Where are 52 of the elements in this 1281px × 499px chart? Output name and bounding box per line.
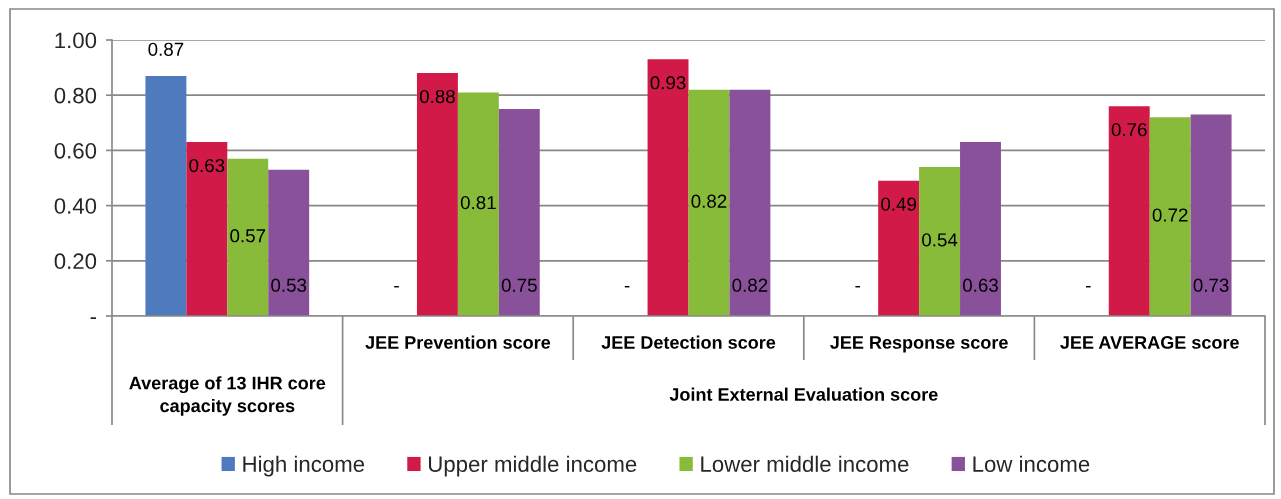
bar: [729, 89, 771, 316]
y-tick-label: 1.00: [55, 32, 97, 49]
text: -: [855, 285, 860, 288]
legend-label: Lower middle income: [701, 455, 909, 473]
data-label: 0.49: [881, 197, 916, 211]
data-label: 0.57: [230, 229, 266, 243]
bar: [145, 75, 187, 316]
bar: [647, 59, 689, 316]
data-label: 0.63: [962, 278, 998, 292]
text: -: [1086, 285, 1091, 288]
bar: [1108, 106, 1150, 316]
y-tick-label: 0.60: [54, 142, 97, 159]
x-tick-label: JEE AVERAGE score: [1060, 336, 1239, 349]
data-label: 0.93: [650, 76, 686, 90]
x-tick-label: JEE Response score: [830, 336, 1008, 353]
data-label: 0.72: [1152, 208, 1188, 222]
bar: [268, 169, 310, 316]
bar: [919, 166, 961, 316]
text: -: [394, 285, 399, 288]
data-label: 0.82: [691, 194, 727, 208]
bar: [186, 142, 228, 316]
bar: [1190, 114, 1232, 316]
data-label: 0.87: [148, 42, 184, 56]
x-tick-label: JEE Detection score: [601, 335, 776, 349]
y-tick-label: 0.20: [54, 253, 97, 270]
data-label: 0.63: [189, 158, 225, 173]
bar: [878, 180, 920, 316]
y-tick-label: -: [90, 317, 97, 320]
bar: [960, 142, 1001, 316]
data-label: 0.53: [271, 278, 307, 292]
text: Joint External Evaluation score: [669, 387, 938, 401]
y-tick-label: 0.80: [54, 87, 97, 104]
bar: [688, 89, 730, 316]
bar: [227, 158, 269, 316]
text: -: [624, 285, 630, 288]
data-label: 0.88: [419, 89, 455, 104]
data-label: 0.81: [460, 195, 496, 210]
text: Average of 13 IHR core capacity scores: [129, 376, 326, 416]
bar: [416, 73, 458, 316]
data-label: 0.73: [1193, 278, 1229, 292]
data-label: 0.76: [1111, 123, 1147, 137]
y-tick-label: 0.40: [54, 198, 97, 214]
x-tick-label: JEE Prevention score: [365, 335, 551, 349]
legend-label: High income: [243, 455, 365, 477]
data-label: 0.75: [501, 278, 537, 292]
bar: [1149, 117, 1191, 316]
bar: [498, 109, 540, 316]
data-label: 0.54: [922, 233, 958, 247]
data-label: 0.82: [732, 278, 768, 292]
legend-label: Upper middle income: [428, 455, 637, 477]
legend-label: Low income: [973, 455, 1090, 473]
bar: [457, 92, 499, 316]
